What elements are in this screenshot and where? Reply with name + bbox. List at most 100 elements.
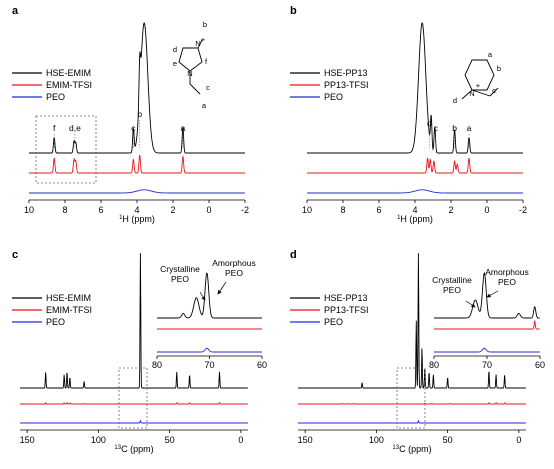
inset-label-0-1: PEO [443,285,461,295]
spectrum-pp13-tfsi [298,402,526,405]
panel-c: c 150 100 50 0 13C (ppm) HSE-EMIM EMIM-TFSI PEO 8… [12,249,267,454]
peak-label-4: a [181,123,186,133]
inset-tick-label-2: 60 [535,360,545,370]
x-axis-label: 1H (ppm) [397,214,433,224]
inset-arrow [486,290,499,298]
bond [189,83,201,95]
x-tick-label-0: 150 [20,435,35,445]
legend-label-2: PEO [324,92,343,102]
zoom-box [396,367,426,429]
x-tick-label-2: 6 [376,205,381,215]
legend-label-0: HSE-PP13 [324,293,368,303]
bond [471,89,491,97]
atom-label-1: N [187,69,192,78]
legend-label-1: EMIM-TFSI [46,80,92,90]
x-axis-label: 13C (ppm) [114,444,153,454]
inset-tick-label-0: 80 [152,360,162,370]
inset-label-1-0: Amorphous [212,258,255,268]
inset-spectrum-peo [434,347,540,353]
molecule-label-5: a [202,101,207,110]
x-tick-label-4: 2 [448,205,453,215]
legend-label-1: PP13-TFSI [324,80,369,90]
x-tick-label-1: 100 [91,435,106,445]
atom-label-0: N [469,89,474,98]
molecule-label-3: e [173,59,177,68]
molecule-label-2: d [453,96,457,105]
peak-label-0: f [53,123,56,133]
inset-spectrum-peo [157,347,262,353]
x-tick-label-0: 10 [302,205,312,215]
spectrum-hse-emim [20,253,248,389]
x-axis-label: 13C (ppm) [392,444,431,454]
spectrum-peo [29,189,245,194]
spectrum-emim-tfsi [20,401,248,405]
x-tick-label-3: 0 [238,435,243,445]
inset-spectrum-hse-emim [157,272,262,319]
panel-letter: d [290,249,297,261]
x-tick-label-2: 6 [98,205,103,215]
peak-label-0: d [427,118,432,128]
peak-label-2: b [452,123,457,133]
inset-spectrum-hse-pp13 [434,271,540,319]
inset-arrow [199,291,206,301]
legend-label-2: PEO [46,317,65,327]
inset-spectrum-pp13-tfsi [434,319,540,330]
inset-arrow [217,281,227,295]
x-tick-label-5: 0 [484,205,489,215]
x-tick-label-6: -2 [241,205,249,215]
molecule-label-3: c [492,86,496,95]
panel-a: a 10 8 6 4 2 0 -2 1H (ppm) HSE-EMIM EMIM-TFSI PEO f d… [12,5,249,224]
x-tick-label-1: 100 [369,435,384,445]
spectrum-peo [307,189,523,194]
inset-label-0-1: PEO [171,274,189,284]
inset-arrow [465,300,476,308]
inset-label-1-0: Amorphous [485,267,528,277]
bond [197,39,203,49]
x-tick-label-0: 150 [298,435,313,445]
spectrum-hse-pp13 [298,253,526,389]
inset-tick-label-2: 60 [257,360,267,370]
molecule-label-0: b [203,20,207,29]
legend-label-1: EMIM-TFSI [46,305,92,315]
bond [461,89,473,100]
peak-label-1: c [434,123,439,133]
bond [489,87,499,97]
atom-label-2: + [201,35,206,44]
atom-label-1: + [476,81,481,90]
legend-label-0: HSE-EMIM [46,293,91,303]
legend-label-2: PEO [46,92,65,102]
molecule-label-0: a [488,50,493,59]
panel-letter: b [290,5,297,17]
spectrum-hse-pp13 [307,22,523,154]
molecule-label-2: f [205,57,208,66]
x-tick-label-3: 4 [412,205,417,215]
spectrum-emim-tfsi [29,154,245,174]
inset-label-1-1: PEO [225,268,243,278]
x-tick-label-1: 8 [62,205,67,215]
inset-label-1-1: PEO [498,277,516,287]
zoom-box [118,367,148,429]
legend-label-0: HSE-PP13 [324,68,368,78]
legend-label-2: PEO [324,317,343,327]
peak-label-2: c [131,123,136,133]
legend-label-0: HSE-EMIM [46,68,91,78]
inset-tick-label-1: 70 [204,360,214,370]
panel-d: d 150 100 50 0 13C (ppm) HSE-PP13 PP13-TFSI PEO 8… [290,249,545,454]
x-tick-label-1: 8 [340,205,345,215]
x-tick-label-4: 2 [170,205,175,215]
spectrum-peo [298,419,526,424]
panel-letter: c [12,249,18,261]
inset-tick-label-1: 70 [482,360,492,370]
molecule-label-1: d [173,45,177,54]
peak-label-3: b [137,109,142,119]
molecule-label-4: c [206,83,210,92]
x-tick-label-0: 10 [24,205,34,215]
x-tick-label-2: 50 [443,435,453,445]
panel-letter: a [12,5,19,17]
inset-label-0-0: Crystalline [160,264,200,274]
peak-label-3: a [467,123,472,133]
x-tick-label-2: 50 [165,435,175,445]
legend-label-1: PP13-TFSI [324,305,369,315]
